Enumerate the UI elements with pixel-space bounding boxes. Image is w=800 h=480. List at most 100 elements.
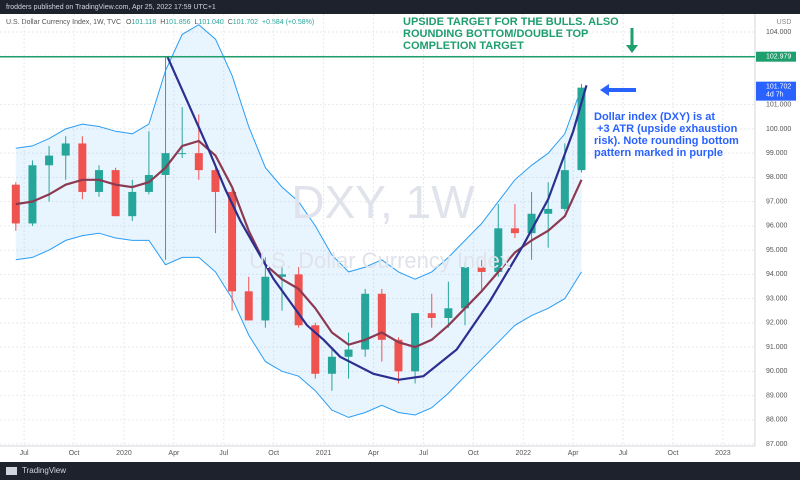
watermark: DXY, 1W (291, 176, 475, 228)
price-label: 102.979 (766, 54, 791, 61)
candle-body (311, 325, 320, 374)
candle-body (377, 293, 386, 340)
legend-symbol: U.S. Dollar Currency Index, 1W, TVC (6, 19, 121, 26)
y-tick-label: 89.000 (766, 392, 788, 399)
moving-average (15, 139, 583, 349)
y-tick-label: 104.000 (766, 29, 791, 36)
candle-body (194, 153, 203, 171)
legend-label: C (228, 19, 233, 26)
candle-body (61, 143, 70, 156)
x-tick-label: 2023 (715, 450, 731, 457)
countdown: 4d 7h (766, 91, 784, 98)
legend: U.S. Dollar Currency Index, 1W, TVC O101… (6, 19, 314, 26)
watermark-subtitle: U.S. Dollar Currency Index (249, 248, 511, 273)
x-tick-label: Apr (568, 450, 580, 457)
note-text: pattern marked in purple (594, 147, 723, 159)
candle-body (327, 356, 336, 374)
annotation: UPSIDE TARGET FOR THE BULLS. ALSOROUNDIN… (403, 16, 739, 159)
upper-band (15, 24, 582, 280)
y-tick-label: 93.000 (766, 295, 788, 302)
legend-change: +0.584 (+0.58%) (262, 19, 314, 26)
candle-body (394, 339, 403, 372)
candle-body (128, 191, 137, 217)
y-tick-label: 98.000 (766, 174, 788, 181)
candle-body (294, 274, 303, 326)
y-tick-label: 100.000 (766, 126, 791, 133)
candle-body (78, 143, 87, 192)
note-text: Dollar index (DXY) is at (594, 111, 715, 123)
annotation-text: ROUNDING BOTTOM/DOUBLE TOP (403, 28, 588, 40)
candle-body (411, 313, 420, 372)
legend-label: L (195, 19, 199, 26)
candle-body (527, 213, 536, 234)
y-tick-label: 94.000 (766, 271, 788, 278)
legend-label: H (160, 19, 165, 26)
y-tick-label: 87.000 (766, 441, 788, 448)
candle-body (161, 153, 170, 175)
candle-body (45, 155, 54, 166)
x-tick-label: Apr (368, 450, 380, 457)
y-tick-label: 90.000 (766, 368, 788, 375)
y-tick-label: 92.000 (766, 320, 788, 327)
candle-body (28, 165, 37, 224)
candle-body (144, 174, 153, 192)
candle-body (94, 170, 103, 192)
candle-body (261, 276, 270, 321)
annotation-text: COMPLETION TARGET (403, 40, 524, 52)
candle-body (361, 293, 370, 350)
y-tick-label: 97.000 (766, 198, 788, 205)
legend-value: 101.118 (131, 19, 156, 26)
price-label-box (756, 51, 796, 62)
chart-background (0, 14, 800, 462)
candle-body (211, 170, 220, 192)
candle-body (444, 308, 453, 318)
brand: TradingView (22, 466, 66, 475)
legend-value: 101.856 (165, 19, 190, 26)
lower-band (15, 232, 582, 418)
legend-value: 101.040 (198, 19, 223, 26)
legend-label: O (126, 19, 132, 26)
candle-body (344, 349, 353, 357)
band-fill (15, 24, 582, 418)
x-tick-label: Apr (168, 450, 180, 457)
rounding-curve (166, 55, 588, 381)
candle-body (178, 153, 187, 155)
y-tick-label: 99.000 (766, 150, 788, 157)
note-text: +3 ATR (upside exhaustion (594, 123, 738, 135)
x-tick-label: Jul (619, 450, 628, 457)
y-tick-label: 88.000 (766, 417, 788, 424)
price-label-box (756, 81, 796, 101)
candle-body (244, 291, 253, 321)
x-tick-label: Oct (668, 450, 679, 457)
x-tick-label: Jul (20, 450, 29, 457)
price-label: 101.702 (766, 83, 791, 90)
annotation-text: UPSIDE TARGET FOR THE BULLS. ALSO (403, 16, 619, 28)
candle-body (111, 170, 120, 217)
candle-body (278, 274, 287, 277)
x-tick-label: Jul (219, 450, 228, 457)
candle-body (544, 208, 553, 214)
candle-body (461, 267, 470, 309)
y-tick-label: 101.000 (766, 102, 791, 109)
x-tick-label: Oct (69, 450, 80, 457)
plot-area (0, 14, 755, 446)
currency: USD (777, 19, 792, 26)
x-tick-label: 2021 (316, 450, 332, 457)
y-tick-label: 95.000 (766, 247, 788, 254)
arrow-head (626, 45, 638, 53)
x-tick-label: Oct (268, 450, 279, 457)
x-tick-label: 2022 (515, 450, 531, 457)
x-tick-label: Oct (468, 450, 479, 457)
brand-logo (6, 467, 17, 475)
candle-body (560, 170, 569, 209)
arrow-head (600, 84, 609, 96)
candle-body (510, 228, 519, 234)
candle-body (228, 191, 237, 292)
x-tick-label: 2020 (116, 450, 132, 457)
candle-body (477, 267, 486, 272)
x-tick-label: Jul (419, 450, 428, 457)
y-tick-label: 96.000 (766, 223, 788, 230)
candle-body (427, 313, 436, 318)
candle-body (494, 228, 503, 272)
